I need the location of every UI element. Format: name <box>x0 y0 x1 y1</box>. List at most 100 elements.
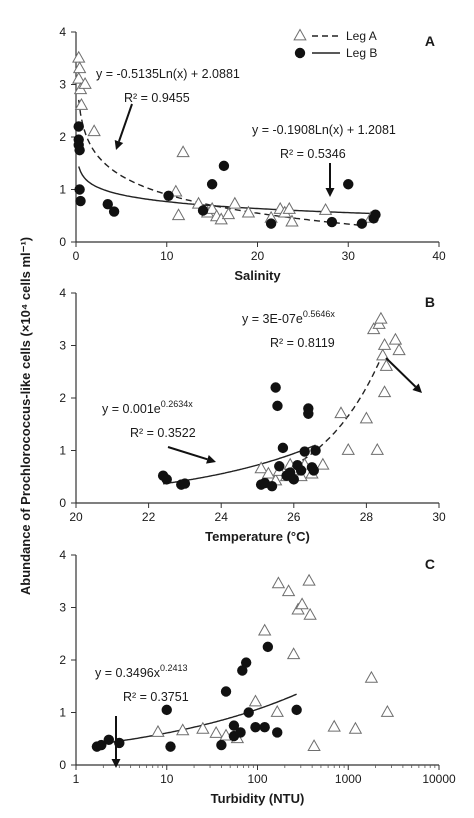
y-tick-label: 1 <box>59 444 66 458</box>
leg-b-point <box>161 704 172 716</box>
leg-a-point <box>257 623 272 636</box>
leg-a-point <box>196 721 210 734</box>
leg-b-point <box>237 665 248 676</box>
leg-a-point <box>295 597 309 610</box>
leg-b-point <box>303 403 314 414</box>
leg-a-point <box>285 214 299 227</box>
leg-a-point <box>261 466 276 479</box>
leg-a-point <box>348 721 363 734</box>
leg-a-point <box>241 205 256 218</box>
panel-b: 20 22 24 26 28 30 0 1 2 3 4 Temperature (°C) By = 0.… <box>59 286 446 544</box>
leg-a-point <box>307 739 321 752</box>
y-tick-label: 0 <box>59 235 66 249</box>
leg-a-point <box>205 201 219 214</box>
leg-b-point <box>216 739 227 751</box>
legend-leg-b-marker <box>294 47 306 59</box>
panel-label: A <box>425 33 435 49</box>
leg-b-point <box>74 144 85 156</box>
leg-b-point <box>299 446 310 457</box>
fit-r-squared: R² = 0.5346 <box>280 147 346 161</box>
leg-a-point <box>221 207 236 220</box>
leg-a-point <box>74 97 89 110</box>
fit-r-squared: R² = 0.9455 <box>124 91 190 105</box>
y-tick-label: 0 <box>59 758 66 772</box>
annotation-arrow-shaft <box>118 103 133 142</box>
leg-a-point <box>327 719 341 732</box>
leg-b-point <box>356 218 368 229</box>
fit-r-squared: R² = 0.3522 <box>130 426 196 440</box>
annotation-arrow-shaft <box>167 446 208 461</box>
leg-b-point <box>75 195 86 207</box>
leg-a-point <box>377 337 392 350</box>
fit-equation: y = 0.3496x0.2413 <box>95 663 188 680</box>
leg-a-point <box>254 461 268 474</box>
leg-b-point <box>108 206 120 217</box>
leg-a-point <box>302 573 316 586</box>
x-tick-label: 26 <box>287 510 301 524</box>
leg-b-point <box>343 179 354 190</box>
leg-b-point <box>370 209 381 220</box>
y-tick-label: 1 <box>59 183 66 197</box>
leg-b-point <box>250 722 261 733</box>
leg-a-point <box>72 61 87 74</box>
annotation-arrow-head <box>111 759 121 768</box>
leg-b-point <box>165 741 176 752</box>
leg-a-point <box>171 208 186 221</box>
leg-b-point <box>272 727 283 738</box>
fit-equation-base: y = 0.001e <box>102 402 161 416</box>
leg-b-point <box>179 478 191 489</box>
leg-b-point <box>295 465 307 476</box>
leg-b-point <box>259 722 270 733</box>
leg-a-point <box>318 202 333 215</box>
leg-b-point <box>272 400 283 412</box>
leg-b-point <box>73 121 84 132</box>
panel-label: B <box>425 294 435 310</box>
legend-leg-a-marker <box>293 28 307 41</box>
leg-a-point <box>380 704 395 717</box>
leg-a-point <box>334 406 348 419</box>
leg-a-point <box>388 332 403 345</box>
leg-b-point <box>96 739 107 751</box>
leg-a-point <box>282 201 296 214</box>
leg-b-point <box>243 707 254 718</box>
fit-equation-exponent: 0.2634x <box>161 399 194 409</box>
x-tick-label: 0 <box>73 249 80 263</box>
leg-b-point <box>326 216 338 228</box>
leg-b-point <box>277 442 289 454</box>
leg-a-point <box>364 670 379 683</box>
y-tick-label: 3 <box>59 78 66 92</box>
fit-equation: y = -0.1908Ln(x) + 1.2081 <box>252 123 396 137</box>
x-tick-label: 1000 <box>335 772 362 786</box>
y-tick-label: 1 <box>59 706 66 720</box>
fit-equation: y = 0.001e0.2634x <box>102 399 193 416</box>
x-axis-title: Turbidity (NTU) <box>211 791 305 806</box>
leg-a-point <box>374 311 388 324</box>
leg-a-point <box>303 607 317 620</box>
leg-a-point <box>78 76 92 89</box>
leg-a-point <box>176 145 190 158</box>
x-tick-label: 22 <box>142 510 156 524</box>
fit-r-squared: R² = 0.8119 <box>270 336 335 350</box>
annotation-arrow-head <box>325 188 335 197</box>
leg-b-point <box>270 382 281 393</box>
fit-equation-base: y = 0.3496x <box>95 666 161 680</box>
leg-a-point <box>209 725 223 738</box>
leg-b-point <box>266 481 278 492</box>
leg-b-point <box>163 190 174 201</box>
fit-equation-base: y = -0.1908Ln(x) + 1.2081 <box>252 123 396 137</box>
x-tick-label: 30 <box>342 249 356 263</box>
leg-a-point <box>151 724 165 737</box>
leg-b-point <box>288 474 299 485</box>
leg-a-point <box>228 196 242 209</box>
fit-equation-exponent: 0.5646x <box>303 309 336 319</box>
panel-label: C <box>425 556 435 572</box>
x-tick-label: 20 <box>251 249 265 263</box>
x-tick-label: 40 <box>432 249 446 263</box>
y-tick-label: 4 <box>59 25 66 39</box>
leg-b-point <box>240 657 252 668</box>
leg-a-point <box>286 647 301 660</box>
leg-b-point <box>310 445 321 456</box>
x-tick-label: 100 <box>247 772 267 786</box>
